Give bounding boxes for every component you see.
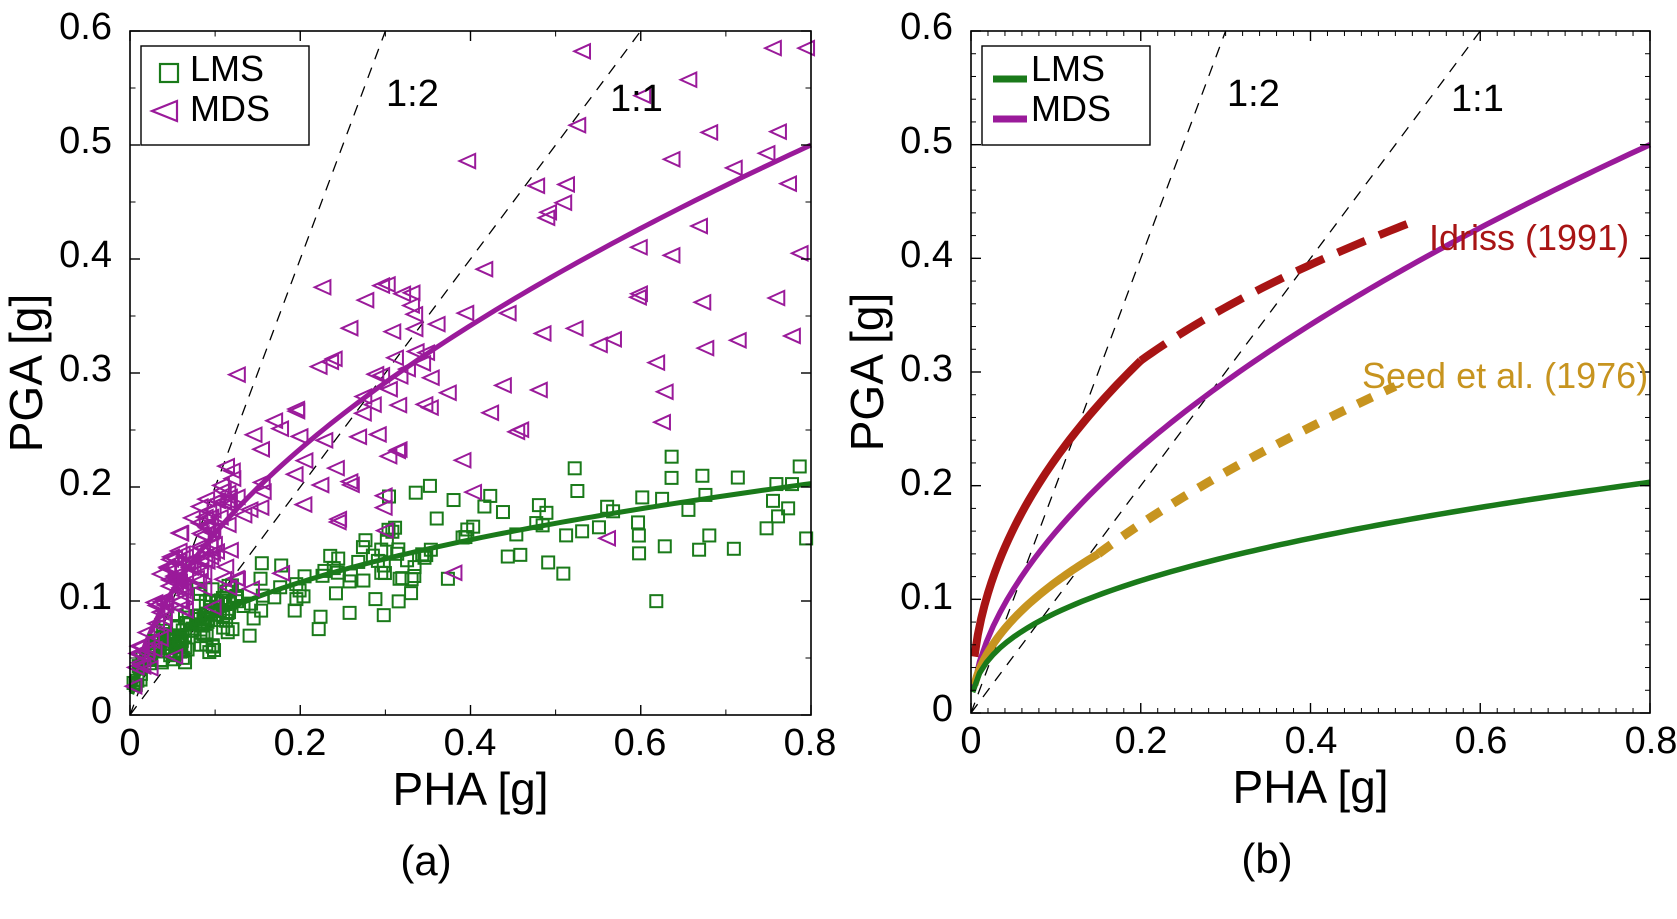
svg-text:0.2: 0.2 bbox=[274, 722, 327, 764]
svg-text:0.2: 0.2 bbox=[900, 462, 953, 504]
svg-text:0.6: 0.6 bbox=[59, 6, 112, 48]
svg-text:0.4: 0.4 bbox=[59, 234, 112, 276]
svg-text:0.4: 0.4 bbox=[444, 722, 497, 764]
svg-text:0.6: 0.6 bbox=[900, 6, 953, 48]
svg-text:0.4: 0.4 bbox=[1285, 720, 1338, 762]
svg-text:0: 0 bbox=[932, 688, 953, 730]
svg-text:PGA [g]: PGA [g] bbox=[841, 293, 893, 452]
svg-text:0.6: 0.6 bbox=[1455, 720, 1508, 762]
svg-text:Seed et al. (1976): Seed et al. (1976) bbox=[1362, 355, 1648, 396]
svg-text:1:2: 1:2 bbox=[386, 73, 439, 115]
svg-text:0.8: 0.8 bbox=[1625, 720, 1677, 762]
svg-text:1:2: 1:2 bbox=[1227, 73, 1280, 115]
svg-text:0.3: 0.3 bbox=[59, 348, 112, 390]
svg-text:(a): (a) bbox=[400, 837, 451, 884]
svg-text:MDS: MDS bbox=[190, 88, 270, 129]
svg-text:0.1: 0.1 bbox=[59, 576, 112, 618]
svg-text:(b): (b) bbox=[1241, 835, 1292, 882]
svg-text:0.2: 0.2 bbox=[59, 462, 112, 504]
svg-text:0.4: 0.4 bbox=[900, 234, 953, 276]
svg-text:0.1: 0.1 bbox=[900, 576, 953, 618]
svg-text:1:1: 1:1 bbox=[1451, 78, 1504, 120]
svg-text:0.3: 0.3 bbox=[900, 348, 953, 390]
svg-text:0.2: 0.2 bbox=[1115, 720, 1168, 762]
svg-text:PHA [g]: PHA [g] bbox=[393, 763, 549, 815]
svg-text:0: 0 bbox=[960, 720, 981, 762]
svg-text:1:1: 1:1 bbox=[610, 78, 663, 120]
svg-text:PGA [g]: PGA [g] bbox=[0, 294, 52, 453]
svg-text:0.6: 0.6 bbox=[614, 722, 667, 764]
svg-text:LMS: LMS bbox=[190, 48, 264, 89]
svg-text:Idriss (1991): Idriss (1991) bbox=[1429, 217, 1629, 258]
svg-text:MDS: MDS bbox=[1031, 88, 1111, 129]
svg-text:0.5: 0.5 bbox=[59, 120, 112, 162]
svg-text:0.5: 0.5 bbox=[900, 120, 953, 162]
svg-text:0.8: 0.8 bbox=[784, 722, 837, 764]
svg-text:0: 0 bbox=[91, 690, 112, 732]
svg-text:0: 0 bbox=[119, 722, 140, 764]
svg-text:LMS: LMS bbox=[1031, 48, 1105, 89]
svg-text:PHA [g]: PHA [g] bbox=[1233, 761, 1389, 813]
